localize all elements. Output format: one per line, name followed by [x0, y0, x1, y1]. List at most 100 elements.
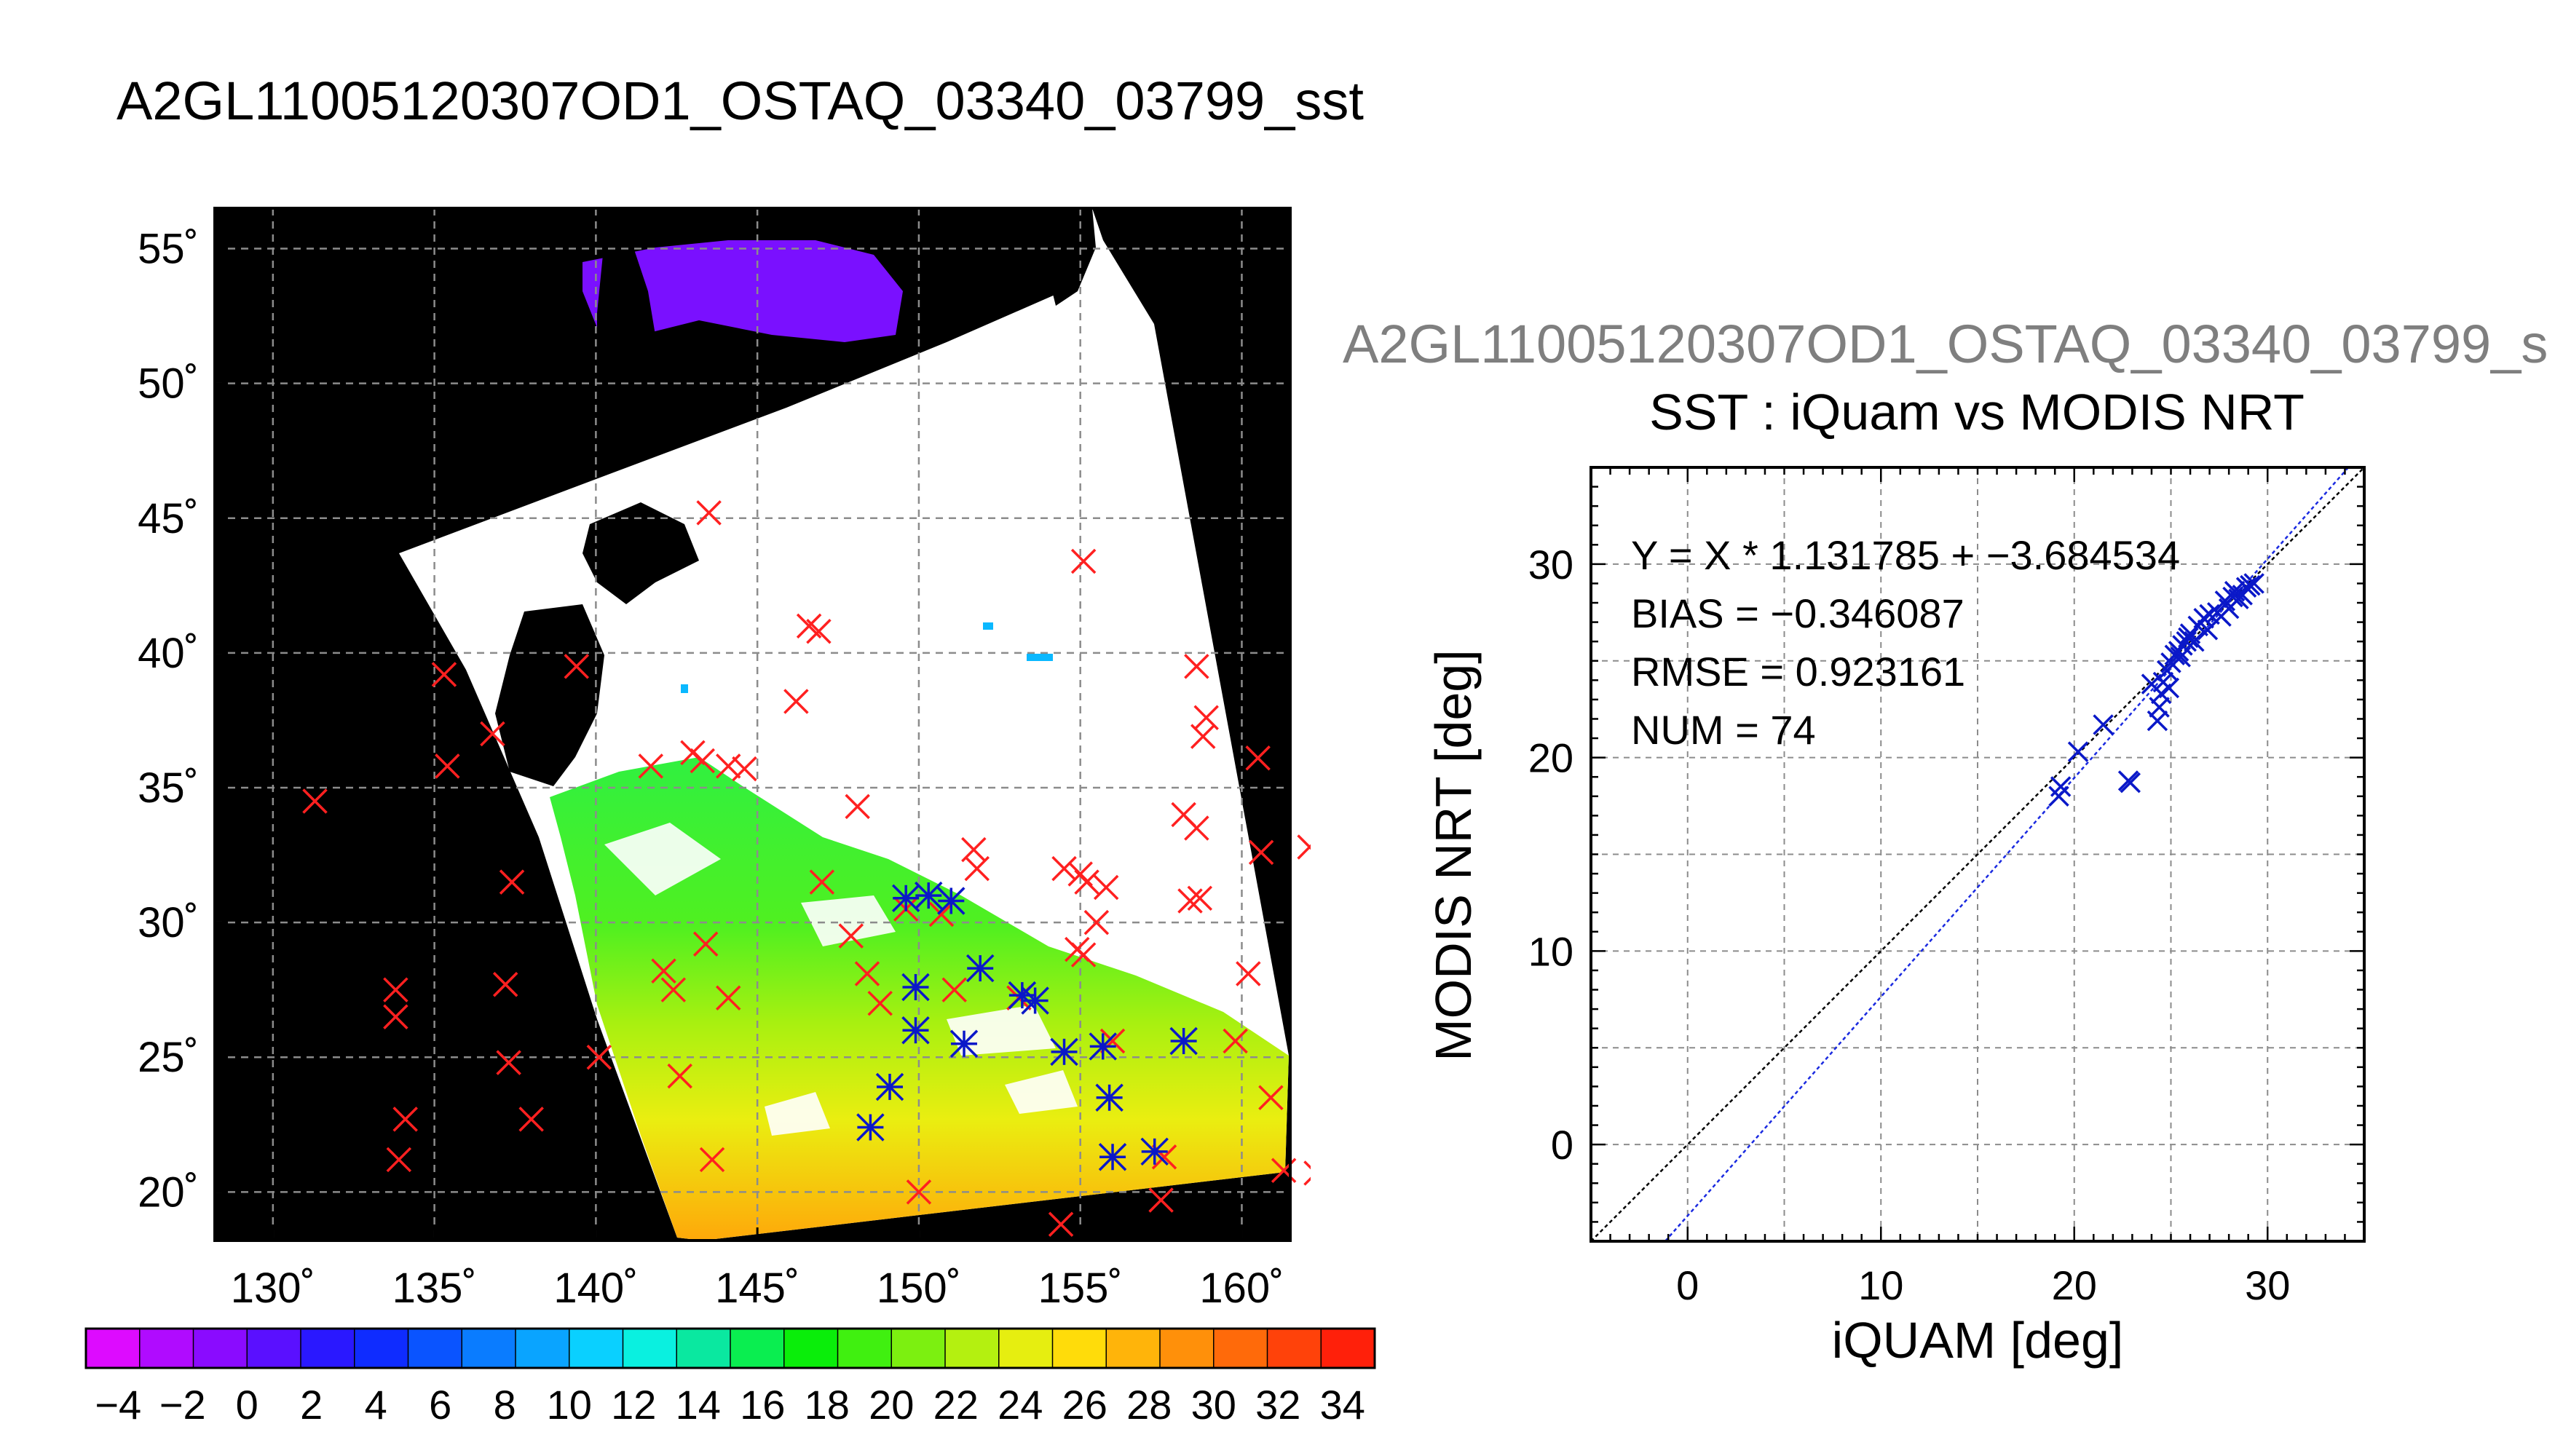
scatter-x-tick-label: 30	[2245, 1262, 2290, 1308]
iquam-marker	[667, 1063, 692, 1089]
map-x-tick-labels: 130˚ 135˚ 140˚ 145˚ 150˚ 155˚ 160˚	[231, 1265, 1284, 1310]
iquam-marker	[1184, 815, 1209, 841]
iquam-marker	[964, 855, 990, 882]
iquam-marker	[435, 753, 460, 779]
map-y-tick-label: 20˚	[138, 1168, 199, 1216]
iquam-marker	[1223, 1028, 1248, 1054]
iquam-marker	[1070, 548, 1097, 574]
iquam-marker	[1083, 909, 1110, 935]
scatter-point	[2193, 608, 2214, 629]
iquam-marker	[692, 931, 719, 957]
colorbar-cell	[408, 1329, 462, 1368]
scatter-annotations: Y = X * 1.131785 + −3.684534 BIAS = −0.34…	[1631, 532, 2180, 753]
colorbar-tick-label: −4	[95, 1382, 141, 1428]
iquam-marker	[392, 1107, 418, 1132]
honshu-land	[495, 604, 604, 786]
scatter-x-tick-labels: 0 10 20 30	[1676, 1262, 2290, 1308]
scatter-y-tick-label: 20	[1528, 735, 1573, 781]
iquam-marker	[696, 500, 722, 526]
colorbar-tick-label: 4	[365, 1382, 387, 1428]
colorbar-cell	[193, 1329, 248, 1368]
scatter-point	[2050, 776, 2072, 797]
scatter-title: SST : iQuam vs MODIS NRT	[1649, 384, 2305, 440]
iquam-marker	[518, 1107, 544, 1132]
colorbar-cell	[139, 1329, 194, 1368]
scatter-minor-ticks	[1590, 466, 2366, 1243]
iquam-marker	[715, 985, 741, 1011]
iquam-marker	[1074, 869, 1099, 895]
scatter-x-axis-label: iQUAM [deg]	[1832, 1312, 2124, 1369]
modis-marker	[901, 1016, 930, 1045]
iquam-marker	[1187, 885, 1213, 911]
iquam-marker	[383, 977, 408, 1002]
map-y-tick-labels: 20˚ 25˚ 30˚ 35˚ 40˚ 45˚ 50˚ 55˚	[138, 226, 199, 1216]
colorbar-cell	[730, 1329, 785, 1368]
scatter-point	[2067, 741, 2089, 762]
colorbar-cell	[1321, 1329, 1375, 1368]
scatter-point	[2240, 574, 2261, 596]
colorbar-tick-label: 20	[869, 1382, 914, 1428]
modis-marker	[901, 973, 930, 1002]
sst-scatter-plot: SST : iQuam vs MODIS NRT Y = X * 1.13178…	[1425, 384, 2366, 1369]
scatter-point	[2120, 772, 2141, 794]
modis-marker	[949, 1029, 979, 1058]
iquam-marker	[651, 958, 676, 984]
colorbar-cell	[676, 1329, 731, 1368]
iquam-marker	[732, 756, 757, 782]
colorbar-cell	[569, 1329, 623, 1368]
colorbar-tick-label: 34	[1320, 1382, 1365, 1428]
colorbar-tick-label: 16	[740, 1382, 785, 1428]
colorbar-tick-label: 26	[1062, 1382, 1107, 1428]
modis-marker	[1169, 1026, 1198, 1056]
colorbar-tick-label: 30	[1191, 1382, 1236, 1428]
modis-marker	[1140, 1137, 1169, 1166]
iquam-marker	[1258, 1085, 1284, 1111]
map-y-tick-label: 35˚	[138, 764, 199, 812]
colorbar-cell	[891, 1329, 946, 1368]
colorbar-cell	[247, 1329, 301, 1368]
colorbar-cell	[1267, 1329, 1322, 1368]
iquam-marker	[699, 1147, 725, 1173]
colorbar-tick-label: 22	[933, 1382, 979, 1428]
scatter-point	[2093, 714, 2114, 735]
map-y-tick-label: 40˚	[138, 630, 199, 677]
map-x-tick-label: 145˚	[715, 1265, 799, 1310]
modis-marker	[856, 1113, 885, 1142]
iquam-marker	[1070, 942, 1097, 968]
iquam-marker	[806, 619, 832, 644]
iquam-marker	[386, 1147, 412, 1173]
modis-marker	[914, 881, 943, 910]
colorbar-cell	[623, 1329, 677, 1368]
sakhalin-land	[597, 240, 655, 466]
modis-marker	[1089, 1032, 1117, 1061]
iquam-marker	[564, 654, 590, 679]
modis-marker	[875, 1072, 904, 1101]
colorbar-cell	[783, 1329, 838, 1368]
colorbar-tick-label: 8	[494, 1382, 516, 1428]
scatter-point	[2158, 677, 2180, 699]
colorbar-cell	[86, 1329, 141, 1368]
iquam-marker	[1148, 1187, 1174, 1213]
iquam-marker	[1093, 874, 1119, 901]
scatter-point	[2170, 646, 2192, 668]
map-y-tick-label: 55˚	[138, 226, 199, 273]
iquam-marker	[1236, 961, 1261, 986]
scatter-y-axis-label: MODIS NRT [deg]	[1425, 649, 1482, 1061]
map-gridlines	[215, 208, 1290, 1241]
colorbar-cell	[301, 1329, 355, 1368]
iquam-marker	[783, 689, 809, 714]
iquam-marker	[499, 869, 525, 895]
colorbar-tick-label: 18	[805, 1382, 850, 1428]
colorbar-cells	[86, 1329, 1375, 1368]
iquam-marker	[586, 1045, 612, 1070]
iquam-marker	[1245, 745, 1271, 771]
colorbar-cell	[998, 1329, 1053, 1368]
scatter-x-tick-label: 10	[1858, 1262, 1903, 1308]
iquam-marker	[867, 990, 893, 1016]
iquam-marker	[1051, 855, 1077, 882]
scatter-annotation: NUM = 74	[1631, 707, 1816, 753]
colorbar-tick-label: 12	[611, 1382, 656, 1428]
modis-marker	[1095, 1083, 1124, 1112]
map-x-tick-label: 130˚	[231, 1265, 315, 1310]
scatter-annotation: RMSE = 0.923161	[1631, 649, 1965, 695]
